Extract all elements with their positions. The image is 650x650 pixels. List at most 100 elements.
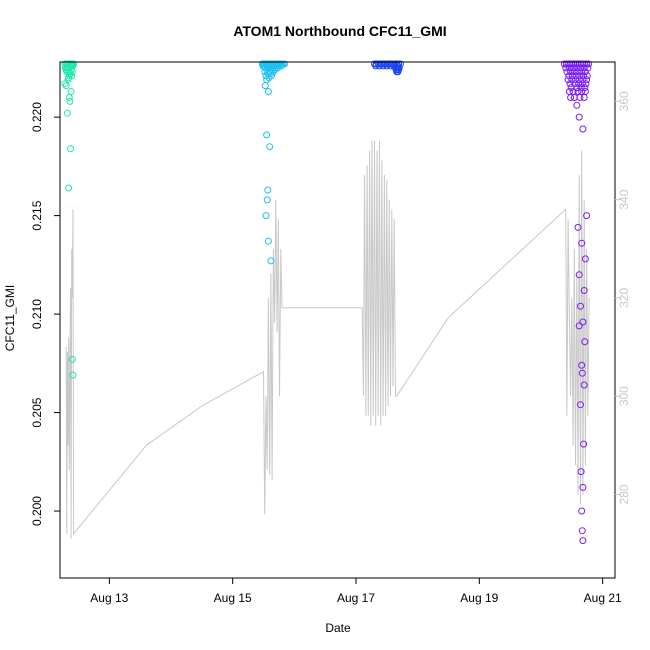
data-point <box>579 318 587 326</box>
y-tick-label: 0.220 <box>30 102 44 132</box>
x-tick-label: Aug 21 <box>584 591 622 605</box>
series-1 <box>61 60 78 379</box>
data-point <box>267 257 275 265</box>
data-point <box>579 537 587 545</box>
data-point <box>562 64 570 72</box>
series-4 <box>560 60 592 545</box>
data-point <box>575 113 583 121</box>
data-point <box>68 355 76 363</box>
data-point <box>69 371 77 379</box>
series-2 <box>258 60 288 265</box>
data-point <box>269 68 277 76</box>
data-point <box>66 97 74 105</box>
data-point <box>571 80 579 88</box>
data-point <box>580 381 588 389</box>
data-point <box>575 271 583 279</box>
data-point <box>379 62 387 70</box>
data-point <box>580 94 588 101</box>
data-point <box>577 302 584 310</box>
data-point <box>375 62 383 70</box>
data-point <box>264 237 272 245</box>
data-point <box>394 68 402 76</box>
right-tick-label: 360 <box>617 91 631 111</box>
data-point <box>577 401 584 409</box>
data-point <box>578 68 586 76</box>
data-point <box>578 369 586 377</box>
right-tick-label: 320 <box>617 288 631 308</box>
data-point <box>581 338 589 346</box>
data-point <box>261 68 269 76</box>
data-point <box>581 68 589 76</box>
x-tick-label: Aug 15 <box>214 591 252 605</box>
data-point <box>264 186 272 194</box>
x-tick-label: Aug 19 <box>460 591 498 605</box>
data-point <box>262 212 270 220</box>
data-point <box>67 145 74 153</box>
data-point <box>563 68 571 76</box>
line-layer <box>65 140 590 539</box>
series-line <box>65 140 590 539</box>
right-tick-label: 340 <box>617 189 631 209</box>
data-point <box>574 68 582 76</box>
axes-layer: Aug 13 Aug 15 Aug 17 Aug 19 Aug 21 0.200 0.205… <box>30 61 631 605</box>
y-tick-label: 0.215 <box>30 200 44 230</box>
right-tick-label: 280 <box>617 484 631 504</box>
data-point <box>570 68 578 76</box>
data-point <box>576 94 584 101</box>
data-point <box>578 507 586 515</box>
data-point <box>583 72 591 80</box>
data-point <box>580 287 588 294</box>
data-point <box>263 131 271 139</box>
data-point <box>578 239 586 247</box>
data-point <box>575 322 583 330</box>
data-point <box>264 88 272 95</box>
data-point <box>573 101 581 109</box>
data-point <box>61 80 69 88</box>
data-point <box>574 223 582 231</box>
data-point <box>277 62 285 70</box>
x-tick-label: Aug 17 <box>337 591 375 605</box>
data-point <box>581 255 589 263</box>
x-tick-label: Aug 13 <box>90 591 128 605</box>
data-point <box>574 88 582 95</box>
data-point <box>383 62 391 70</box>
right-tick-label: 300 <box>617 386 631 406</box>
data-point <box>62 82 70 90</box>
data-point <box>65 94 73 101</box>
data-point <box>582 80 590 88</box>
points-layer <box>61 60 592 545</box>
chart-title: ATOM1 Northbound CFC11_GMI <box>233 23 446 39</box>
y-tick-label: 0.200 <box>30 496 44 526</box>
data-point <box>585 60 592 68</box>
data-point <box>266 143 274 151</box>
data-point <box>566 80 574 88</box>
data-point <box>579 125 587 133</box>
data-point <box>261 64 269 72</box>
y-tick-label: 0.205 <box>30 397 44 427</box>
data-point <box>372 62 380 70</box>
data-point <box>583 76 591 84</box>
data-point <box>564 76 572 84</box>
data-point <box>573 84 581 92</box>
data-point <box>578 361 586 369</box>
y-axis-label: CFC11_GMI <box>3 285 17 351</box>
data-point <box>578 527 586 535</box>
x-axis-label: Date <box>325 621 351 635</box>
data-point <box>567 68 575 76</box>
series-3 <box>371 60 404 76</box>
data-point <box>567 94 575 101</box>
data-point <box>577 468 585 476</box>
data-point <box>63 109 71 117</box>
y-tick-label: 0.210 <box>30 299 44 329</box>
plot-frame <box>59 61 616 579</box>
data-point <box>580 440 588 448</box>
data-point <box>261 82 269 90</box>
data-point <box>65 184 73 192</box>
data-point <box>583 212 591 220</box>
data-point <box>268 72 275 80</box>
data-point <box>271 66 279 74</box>
data-point <box>579 483 587 491</box>
data-point <box>68 72 76 80</box>
data-point <box>263 196 271 204</box>
